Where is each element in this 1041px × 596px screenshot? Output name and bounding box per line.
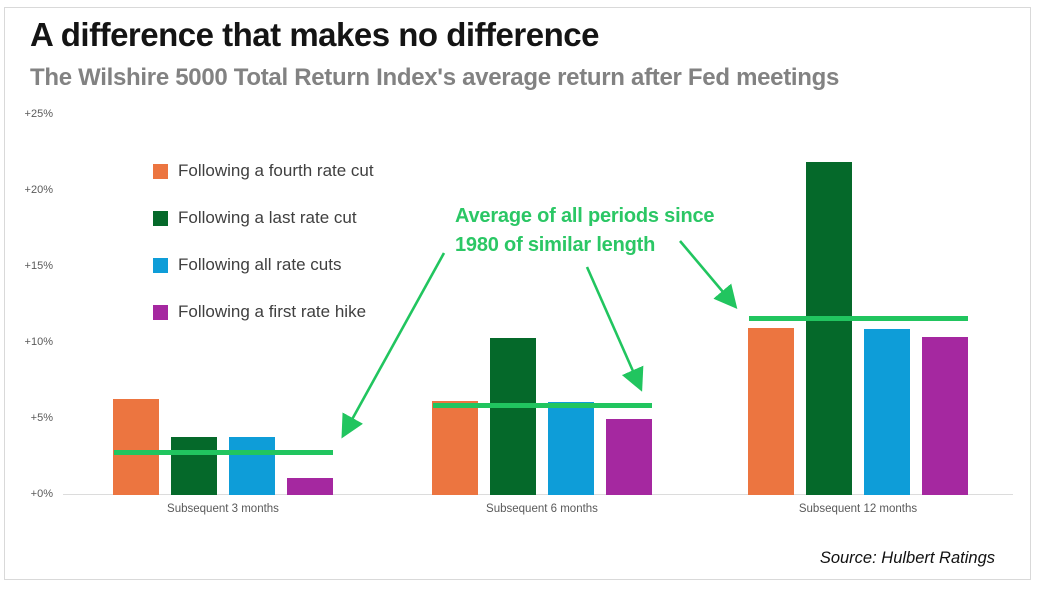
legend-label: Following a last rate cut: [178, 208, 357, 227]
legend-label: Following all rate cuts: [178, 255, 342, 274]
annotation-line-2: 1980 of similar length: [455, 234, 656, 256]
legend-item: Following a first rate hike: [153, 302, 374, 322]
legend-swatch-icon: [153, 304, 168, 320]
y-axis-tick-label: +0%: [30, 488, 53, 500]
legend-item: Following all rate cuts: [153, 255, 374, 275]
chart-subtitle: The Wilshire 5000 Total Return Index's a…: [30, 64, 840, 91]
bar-series-1-group-3: [748, 327, 794, 495]
y-axis-tick-label: +10%: [24, 336, 53, 348]
category-label: Subsequent 6 months: [486, 503, 598, 515]
bar-series-3-group-1: [229, 437, 275, 495]
average-line-group-1: [114, 449, 333, 455]
annotation-line-1: Average of all periods since: [455, 205, 715, 227]
category-label: Subsequent 12 months: [798, 503, 918, 515]
legend-swatch-icon: [153, 163, 168, 179]
average-line-group-3: [749, 316, 968, 322]
y-axis-tick-label: +25%: [24, 108, 53, 120]
bar-series-1-group-2: [432, 400, 478, 495]
legend-item: Following a last rate cut: [153, 208, 374, 228]
y-axis-tick-label: +5%: [30, 412, 53, 424]
legend-swatch-icon: [153, 257, 168, 273]
legend-swatch-icon: [153, 210, 168, 226]
y-axis-tick-label: +20%: [24, 184, 53, 196]
bar-series-4-group-1: [287, 478, 333, 495]
zero-gridline: [63, 494, 1013, 495]
bar-series-2-group-2: [490, 338, 536, 495]
legend-label: Following a fourth rate cut: [178, 161, 374, 180]
category-label: Subsequent 3 months: [167, 503, 279, 515]
bar-series-2-group-3: [806, 162, 852, 495]
source-credit: Source: Hulbert Ratings: [819, 549, 995, 567]
bar-series-1-group-1: [113, 399, 159, 495]
average-line-group-2: [433, 402, 652, 408]
bar-series-3-group-2: [548, 402, 594, 495]
legend-item: Following a fourth rate cut: [153, 161, 374, 181]
legend: Following a fourth rate cut Following a l…: [153, 161, 374, 349]
bar-series-4-group-3: [922, 336, 968, 495]
bar-series-2-group-1: [171, 437, 217, 495]
y-axis-tick-label: +15%: [24, 260, 53, 272]
chart-title: A difference that makes no difference: [30, 16, 599, 53]
average-annotation: Average of all periods since 1980 of sim…: [455, 202, 715, 260]
bar-series-3-group-3: [864, 329, 910, 495]
bar-series-4-group-2: [606, 419, 652, 495]
legend-label: Following a first rate hike: [178, 302, 367, 321]
